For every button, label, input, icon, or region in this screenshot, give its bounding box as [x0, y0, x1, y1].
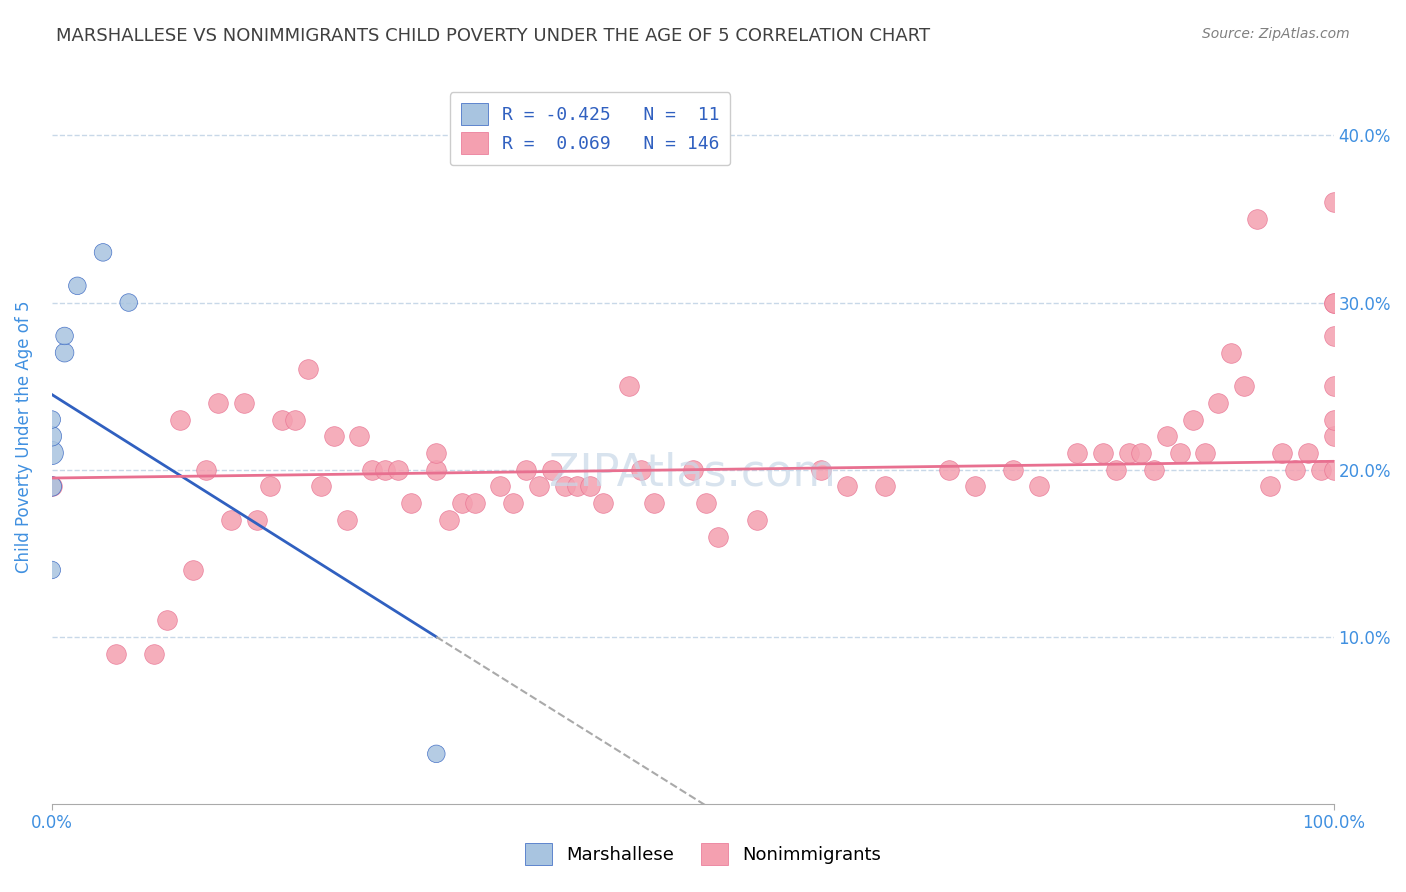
Point [1323, 429, 1346, 443]
Point [104, 647, 127, 661]
Point [437, 513, 460, 527]
Point [322, 429, 344, 443]
Point [53, 329, 76, 343]
Point [271, 412, 294, 426]
Point [1323, 329, 1346, 343]
Point [207, 396, 229, 410]
Text: ZIPAtlas.com: ZIPAtlas.com [550, 451, 837, 494]
Point [540, 463, 562, 477]
Point [91, 245, 114, 260]
Point [259, 479, 281, 493]
Point [567, 479, 589, 493]
Point [425, 747, 447, 761]
Point [1258, 479, 1281, 493]
Point [336, 513, 359, 527]
Point [143, 647, 166, 661]
Point [745, 513, 768, 527]
Point [1118, 446, 1140, 460]
Point [873, 479, 896, 493]
Point [1143, 463, 1166, 477]
Point [194, 463, 217, 477]
Point [1181, 412, 1204, 426]
Point [1323, 295, 1346, 310]
Point [1105, 463, 1128, 477]
Point [1284, 463, 1306, 477]
Point [553, 479, 575, 493]
Point [617, 379, 640, 393]
Point [41, 479, 63, 493]
Point [1168, 446, 1191, 460]
Point [41, 479, 63, 493]
Point [451, 496, 474, 510]
Point [695, 496, 717, 510]
Point [1156, 429, 1178, 443]
Point [41, 412, 63, 426]
Point [349, 429, 371, 443]
Point [515, 463, 537, 477]
Point [938, 463, 960, 477]
Point [1206, 396, 1229, 410]
Point [246, 513, 269, 527]
Point [361, 463, 384, 477]
Point [1323, 295, 1346, 310]
Point [1323, 412, 1346, 426]
Point [118, 295, 141, 310]
Point [1323, 463, 1346, 477]
Point [579, 479, 602, 493]
Point [1220, 345, 1243, 359]
Point [502, 496, 524, 510]
Point [387, 463, 409, 477]
Point [399, 496, 422, 510]
Point [219, 513, 242, 527]
Point [297, 362, 319, 376]
Point [1246, 211, 1268, 226]
Y-axis label: Child Poverty Under the Age of 5: Child Poverty Under the Age of 5 [15, 300, 32, 573]
Point [1233, 379, 1256, 393]
Legend: R = -0.425   N =  11, R =  0.069   N = 146: R = -0.425 N = 11, R = 0.069 N = 146 [450, 92, 731, 165]
Point [425, 446, 447, 460]
Point [1309, 463, 1331, 477]
Point [810, 463, 832, 477]
Point [156, 613, 179, 627]
Point [425, 463, 447, 477]
Text: Source: ZipAtlas.com: Source: ZipAtlas.com [1202, 27, 1350, 41]
Point [181, 563, 204, 577]
Point [66, 278, 89, 293]
Point [169, 412, 191, 426]
Point [53, 345, 76, 359]
Point [1323, 379, 1346, 393]
Point [1323, 195, 1346, 210]
Point [682, 463, 704, 477]
Point [41, 563, 63, 577]
Point [1091, 446, 1114, 460]
Point [233, 396, 256, 410]
Point [1296, 446, 1319, 460]
Point [1066, 446, 1088, 460]
Point [592, 496, 614, 510]
Point [1002, 463, 1025, 477]
Point [41, 429, 63, 443]
Point [1130, 446, 1153, 460]
Point [1271, 446, 1294, 460]
Point [489, 479, 512, 493]
Point [1194, 446, 1216, 460]
Point [630, 463, 652, 477]
Text: MARSHALLESE VS NONIMMIGRANTS CHILD POVERTY UNDER THE AGE OF 5 CORRELATION CHART: MARSHALLESE VS NONIMMIGRANTS CHILD POVER… [56, 27, 931, 45]
Point [309, 479, 332, 493]
Point [41, 446, 63, 460]
Point [835, 479, 858, 493]
Point [963, 479, 986, 493]
Point [643, 496, 665, 510]
Point [527, 479, 550, 493]
Point [707, 530, 730, 544]
Point [374, 463, 396, 477]
Legend: Marshallese, Nonimmigrants: Marshallese, Nonimmigrants [516, 834, 890, 874]
Point [1028, 479, 1050, 493]
Point [284, 412, 307, 426]
Point [464, 496, 486, 510]
